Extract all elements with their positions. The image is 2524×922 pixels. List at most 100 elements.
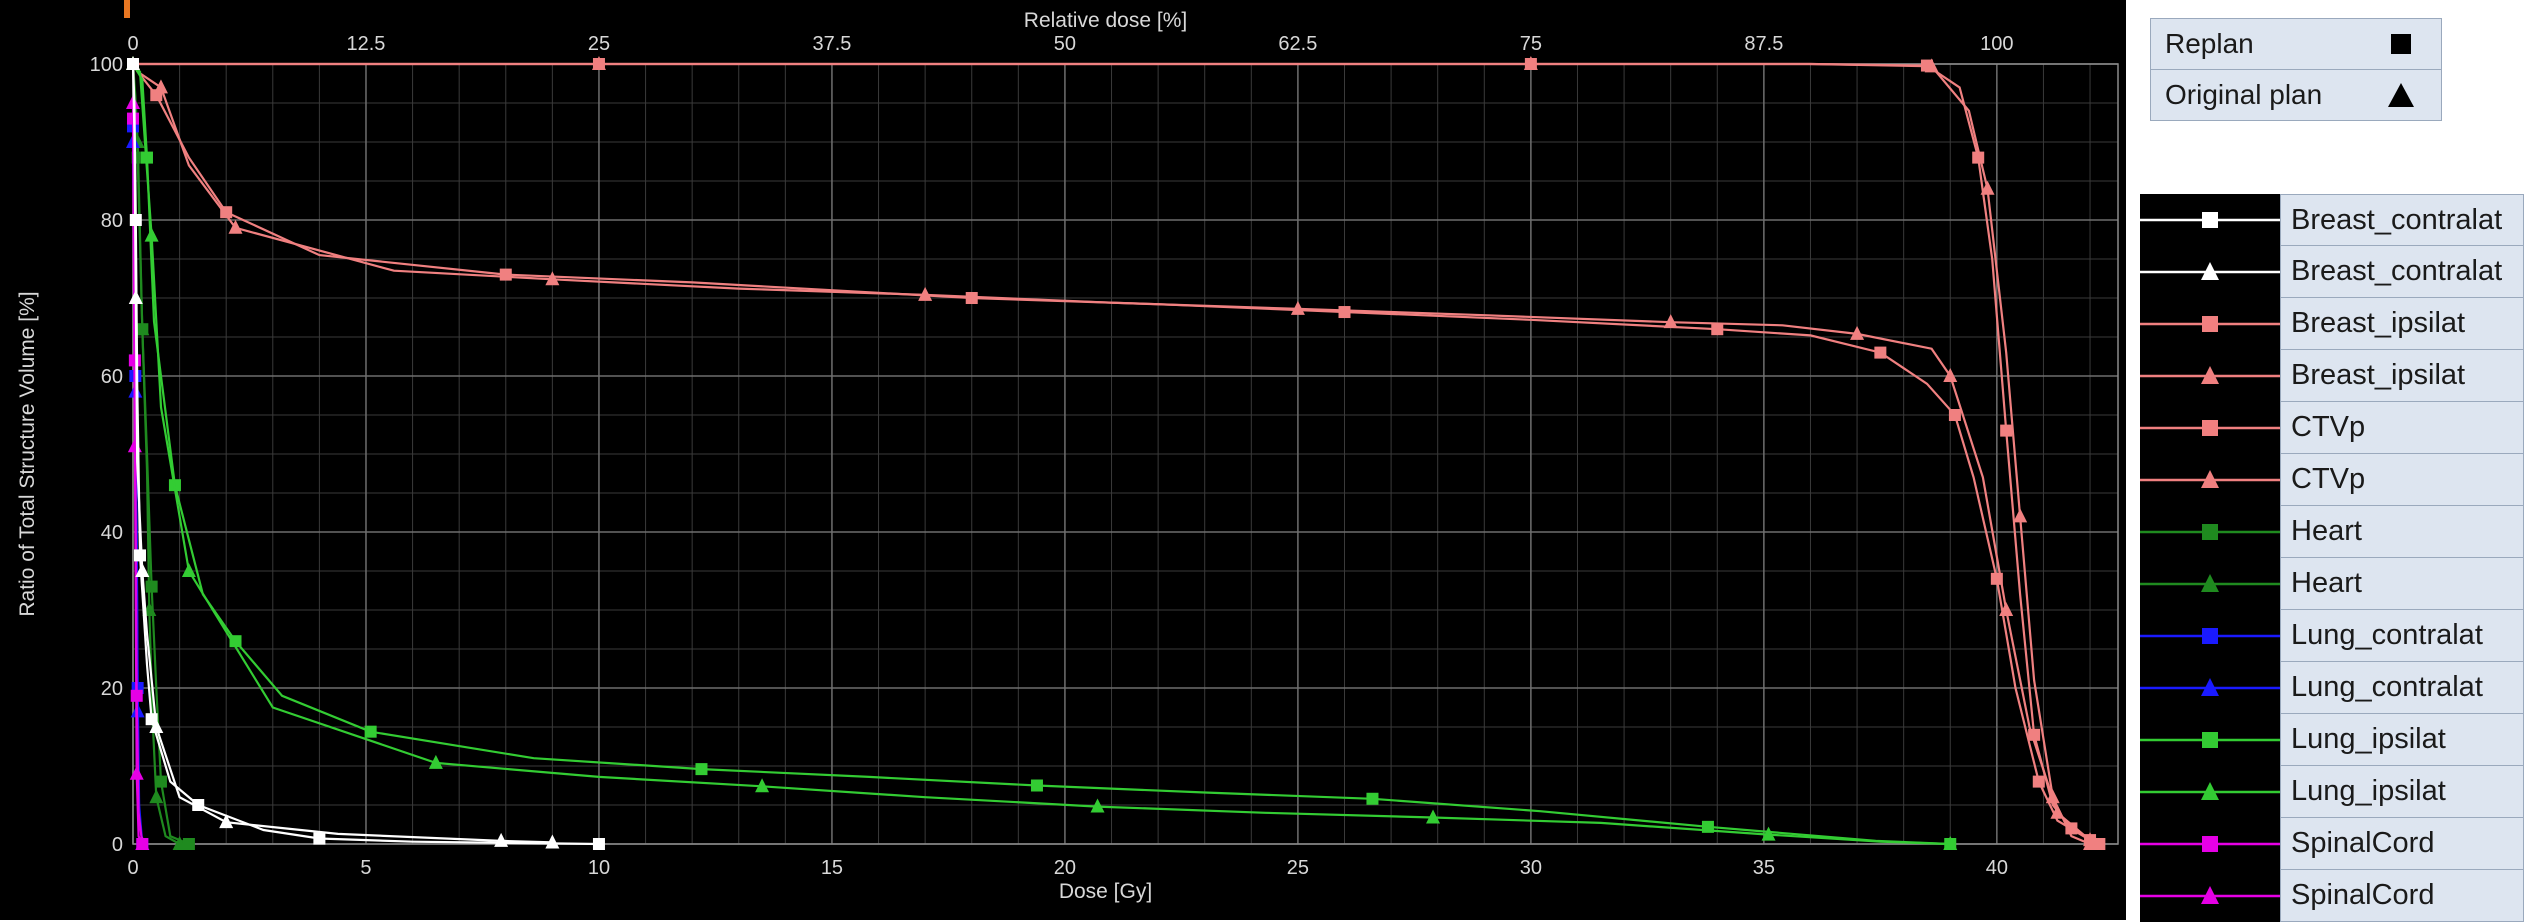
structure-legend-label: Lung_contralat [2280,662,2524,714]
lung-ipsilat-triangle-marker [181,563,196,577]
structure-legend-item[interactable]: Heart [2140,558,2524,610]
legend-swatch-square-icon [2140,506,2280,558]
top-tick-label: 25 [588,33,610,55]
lung-ipsilat-triangle-marker [755,778,770,793]
structure-legend-item[interactable]: SpinalCord [2140,818,2524,870]
breast-contralat-triangle-marker [128,290,143,304]
ctvp-triangle-marker [918,286,933,301]
structure-legend-item[interactable]: Breast_contralat [2140,194,2524,246]
plan-legend-label: Original plan [2165,79,2323,110]
ctvp-square-marker [1711,323,1724,336]
top-tick-label: 50 [1054,33,1076,55]
top-tick-label: 12.5 [347,33,386,55]
legend-swatch-square-icon [2140,298,2280,350]
y-tick-label: 80 [101,210,123,232]
top-tick-label: 100 [1980,33,2013,55]
ctvp-square-marker [1874,346,1887,359]
corner-accent [124,0,130,18]
ctvp-triangle-line [132,63,2091,841]
structure-legend-item[interactable]: SpinalCord [2140,870,2524,922]
lung-ipsilat-triangle-marker [144,227,159,242]
heart-triangle-marker [135,321,150,336]
structure-legend-item[interactable]: CTVp [2140,402,2524,454]
y-axis-title: Ratio of Total Structure Volume [%] [16,291,39,616]
spinalcord-triangle-marker [129,765,144,780]
breast-contralat-triangle-marker [126,56,140,70]
breast-ipsilat-triangle-marker [1924,58,1939,73]
plot-panel: 0 5 10 15 20 25 30 35 40 0 20 40 60 80 100 0 12.5 25 37.5 5… [0,0,2126,920]
ctvp-triangle-marker [2050,804,2065,819]
structure-legend-label: SpinalCord [2280,818,2524,870]
x-tick-label: 0 [127,857,138,879]
lung-ipsilat-triangle-marker [1090,798,1105,813]
ctvp-triangle-marker [2083,832,2098,847]
y-tick-label: 60 [101,366,123,388]
heart-square-marker [154,775,167,788]
ctvp-triangle-marker [1999,602,2014,616]
lung-ipsilat-square-marker [229,635,242,648]
structure-legend-item[interactable]: Lung_contralat [2140,610,2524,662]
plan-legend-triangle[interactable]: Original plan [2151,70,2441,120]
spinalcord-triangle-marker [127,438,142,453]
heart-triangle-marker [172,836,187,850]
structure-legend-item[interactable]: Lung_ipsilat [2140,714,2524,766]
lung-ipsilat-square-line [132,63,1951,846]
breast-ipsilat-triangle-marker [1523,56,1538,70]
legend-swatch-square-icon [2140,818,2280,870]
top-tick-label: 0 [127,33,138,55]
legend-swatch-square-icon [2140,194,2280,246]
structure-legend-label: Heart [2280,506,2524,558]
lung-ipsilat-triangle-marker [1943,836,1958,850]
breast-contralat-square-marker [592,838,605,850]
breast-contralat-triangle-marker [135,563,150,577]
structure-legend-label: Lung_contralat [2280,610,2524,662]
x-axis-title: Dose [Gy] [1059,880,1152,903]
breast-ipsilat-triangle-marker [2013,508,2028,523]
breast-ipsilat-square-marker [2093,838,2106,850]
legend-swatch-square-icon [2140,610,2280,662]
structure-legend-label: Lung_ipsilat [2280,766,2524,818]
legend-swatch-triangle-icon [2140,350,2280,402]
structure-legend-label: Heart [2280,558,2524,610]
x-tick-label: 10 [588,857,610,879]
heart-triangle-marker [149,789,164,804]
structure-legend-item[interactable]: CTVp [2140,454,2524,506]
breast-ipsilat-square-marker [2000,424,2013,437]
ctvp-triangle-marker [545,271,560,286]
triangle-marker-icon [2388,83,2414,107]
breast-ipsilat-triangle-marker [591,56,606,70]
structure-legend-item[interactable]: Lung_contralat [2140,662,2524,714]
legend-swatch-triangle-icon [2140,558,2280,610]
structure-legend-item[interactable]: Breast_contralat [2140,246,2524,298]
ctvp-square-marker [220,206,233,219]
x-tick-label: 35 [1753,857,1775,879]
ctvp-triangle-marker [228,219,243,234]
structure-legend-item[interactable]: Heart [2140,506,2524,558]
y-tick-label: 0 [112,834,123,856]
structure-legend-label: SpinalCord [2280,870,2524,922]
legend-swatch-triangle-icon [2140,870,2280,922]
x-tick-label: 20 [1054,857,1076,879]
plan-legend-square[interactable]: Replan [2151,19,2441,70]
ctvp-square-marker [499,268,512,281]
structure-legend-item[interactable]: Breast_ipsilat [2140,298,2524,350]
breast-contralat-triangle-marker [149,719,164,733]
y-tick-label: 100 [90,54,123,76]
lung-ipsilat-square-marker [695,763,708,776]
spinalcord-triangle-line [131,102,144,845]
ctvp-triangle-marker [1943,368,1958,382]
ctvp-square-marker [965,292,978,304]
legend-swatch-triangle-icon [2140,662,2280,714]
structure-legend-label: Breast_ipsilat [2280,298,2524,350]
legend-swatch-triangle-icon [2140,246,2280,298]
lung-ipsilat-triangle-marker [1426,809,1441,824]
structure-legend-label: Breast_ipsilat [2280,350,2524,402]
top-tick-label: 62.5 [1278,33,1317,55]
legend-swatch-triangle-icon [2140,766,2280,818]
structure-legend-item[interactable]: Breast_ipsilat [2140,350,2524,402]
top-tick-label: 37.5 [812,33,851,55]
breast-contralat-triangle-line [131,63,553,844]
structure-legend-item[interactable]: Lung_ipsilat [2140,766,2524,818]
breast-contralat-square-marker [313,832,326,845]
